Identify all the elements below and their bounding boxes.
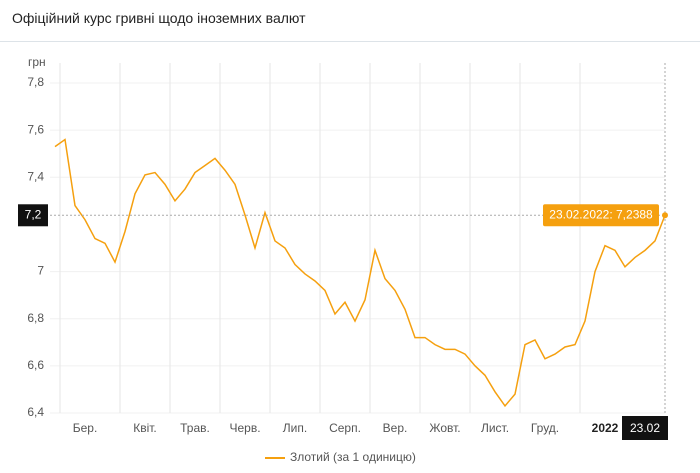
x-tick-label: Груд.	[531, 421, 559, 435]
point	[662, 212, 668, 219]
y-tick-label: 6,6	[27, 358, 44, 372]
y-tick-label: 7,8	[27, 75, 44, 89]
line-series	[54, 138, 666, 408]
header-title: Офіційний курс гривні щодо іноземних вал…	[0, 0, 700, 42]
x-tick-label: Трав.	[180, 421, 210, 435]
y-axis-label: грн	[28, 55, 46, 69]
x-tick-label: Квіт.	[133, 421, 157, 435]
x-tick-label: Серп.	[329, 421, 361, 435]
crosshair-y-box	[18, 204, 48, 227]
x-tick-label: Вер.	[383, 421, 408, 435]
crosshair-x-box	[622, 416, 668, 440]
y-tick-label: 6,8	[27, 311, 44, 325]
legend-label: Злотий (за 1 одиницю)	[290, 450, 416, 464]
x-tick-label: Лип.	[283, 421, 307, 435]
y-tick-label: 7,4	[27, 169, 44, 183]
y-tick-label: 6,4	[27, 405, 44, 419]
x-tick-label: Лист.	[481, 421, 509, 435]
x-tick-label: Жовт.	[429, 421, 460, 435]
crosshair-y-label: 7,2	[25, 207, 42, 221]
tooltip-box	[543, 204, 659, 227]
tooltip-label: 23.02.2022: 7,2388	[549, 207, 653, 221]
x-tick-label: 2022	[592, 421, 619, 435]
x-tick-label: Черв.	[229, 421, 260, 435]
x-tick-label: 23.02	[630, 421, 660, 435]
y-tick-label: 7,6	[27, 122, 44, 136]
y-tick-label: 7	[37, 264, 44, 278]
x-tick-label: Бер.	[73, 421, 98, 435]
